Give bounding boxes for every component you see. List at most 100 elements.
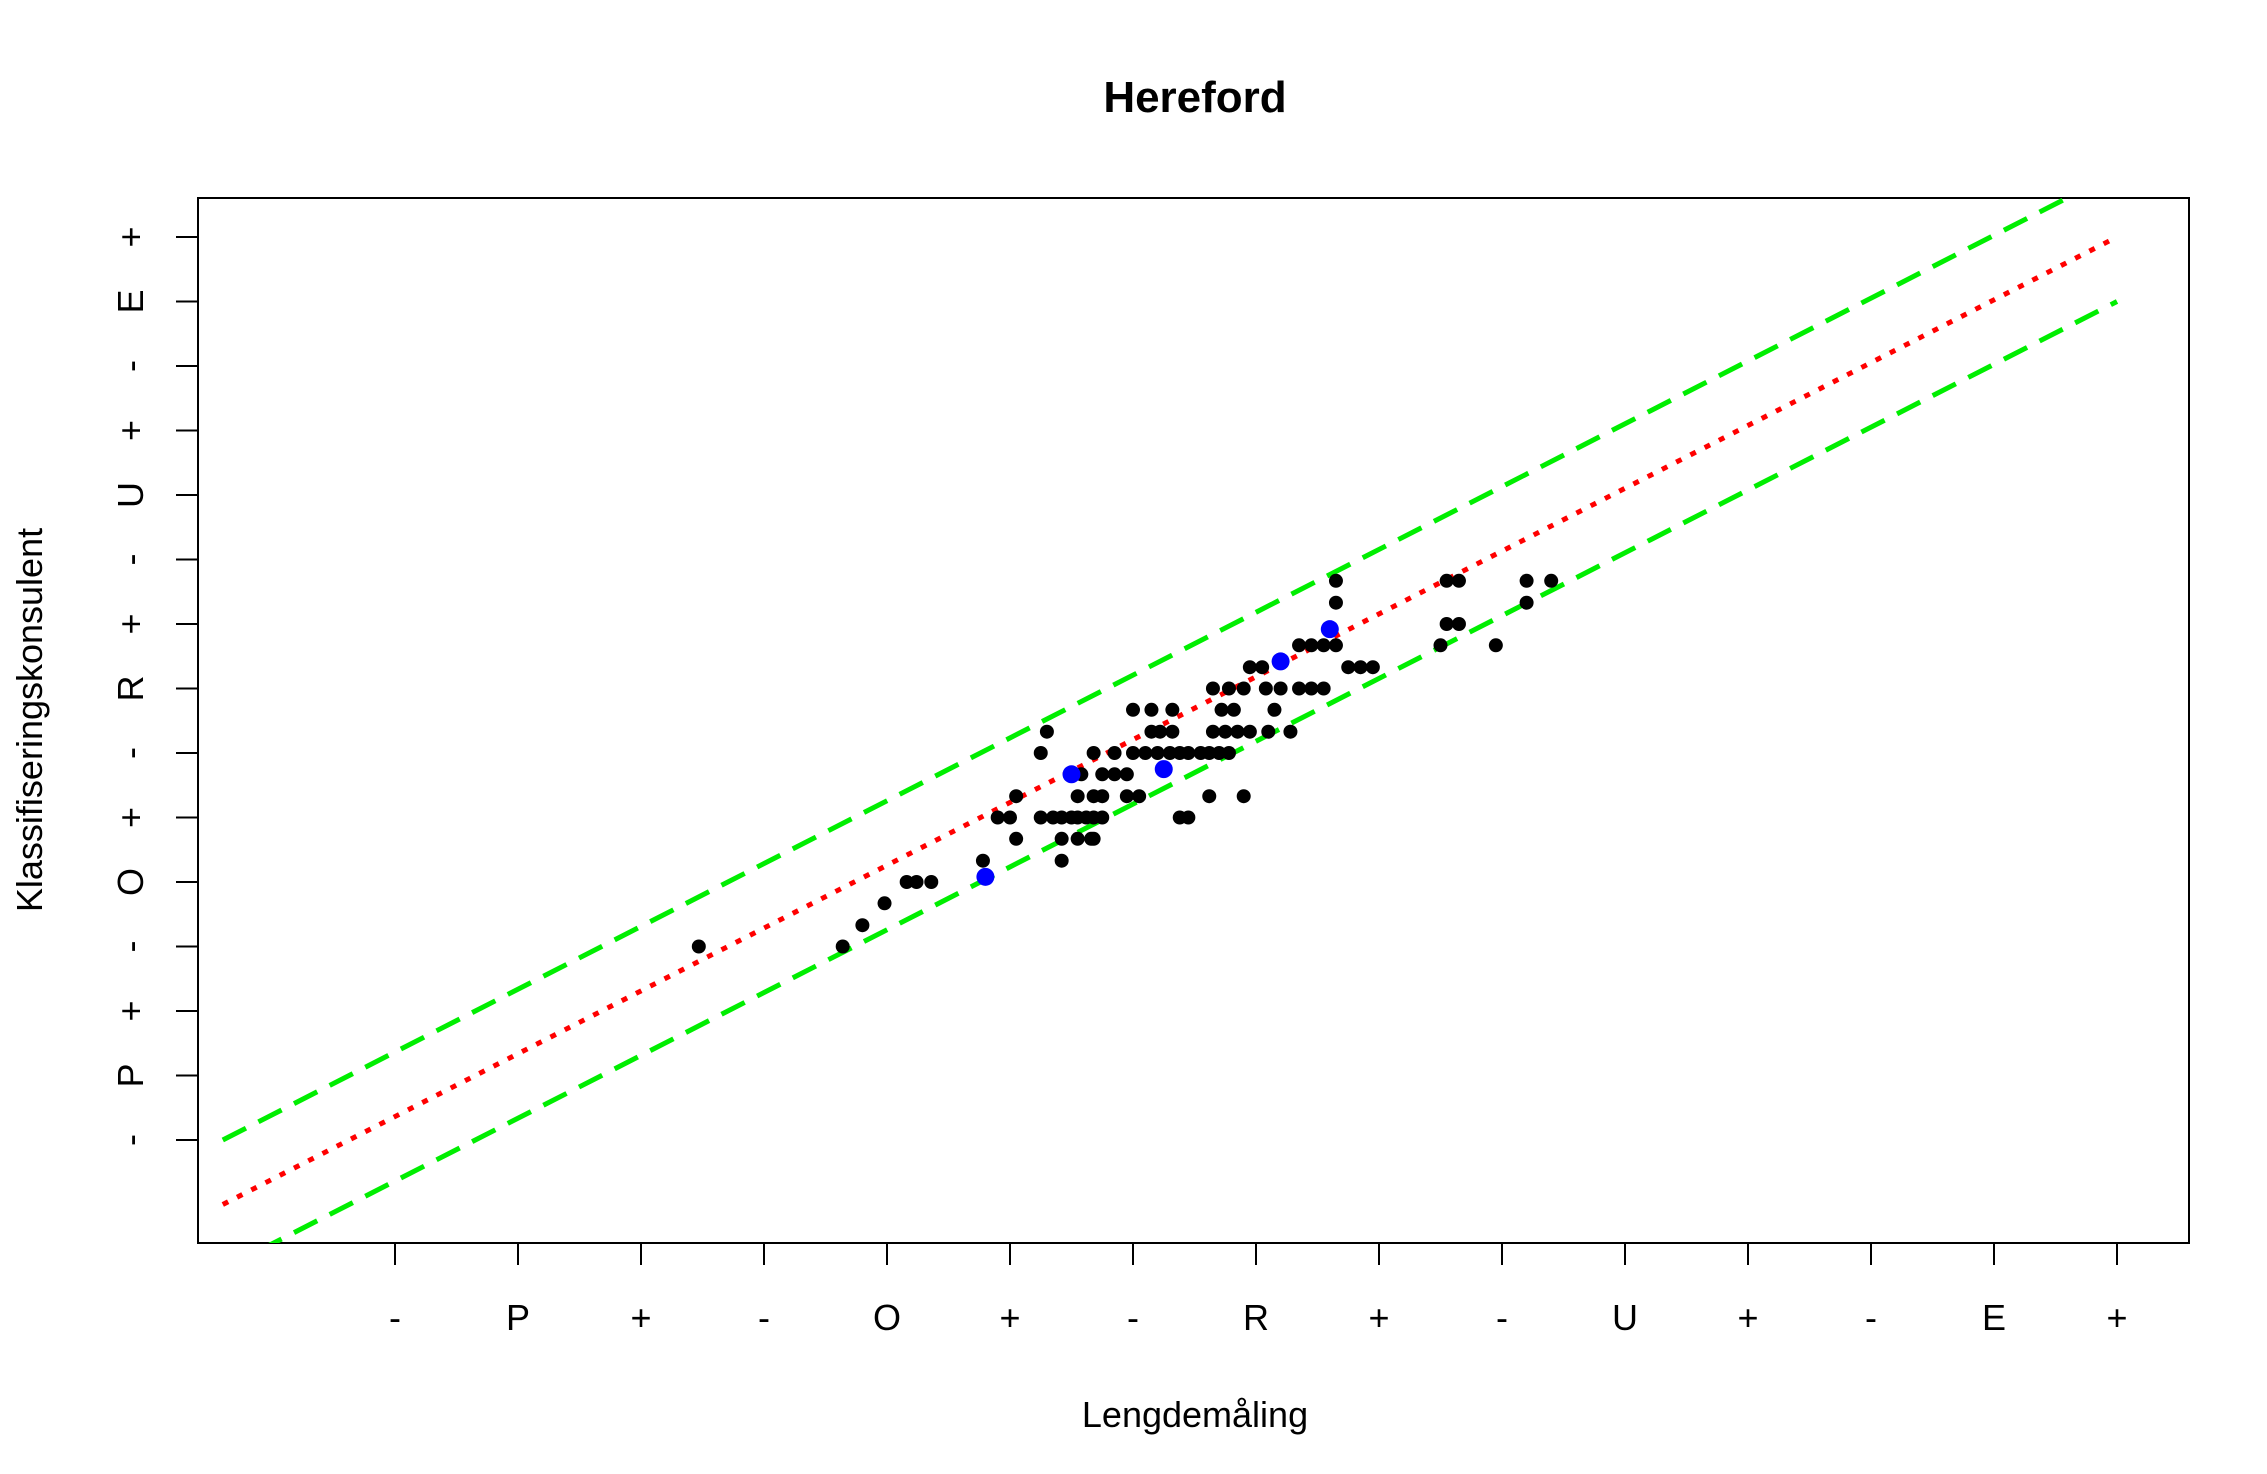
- data-point-32: [1119, 767, 1134, 782]
- y-tick-label-8: +: [110, 613, 151, 634]
- data-point-7: [975, 853, 990, 868]
- data-point-79: [1316, 638, 1331, 653]
- data-point-13: [1039, 724, 1054, 739]
- data-point-26: [1070, 789, 1085, 804]
- data-point-47: [1162, 746, 1177, 760]
- x-tick-label-6: -: [1127, 1297, 1139, 1338]
- data-point-42: [1144, 702, 1159, 717]
- y-tick-label-12: -: [110, 360, 151, 372]
- data-point-52: [1212, 746, 1227, 760]
- data-point-83: [1365, 660, 1380, 675]
- data-point-16: [1054, 810, 1069, 825]
- data-point-28: [1095, 789, 1110, 804]
- data-point-3: [877, 896, 892, 911]
- x-tick-label-13: E: [1982, 1297, 2006, 1338]
- data-point-14: [1033, 810, 1048, 825]
- y-tick-label-1: P: [110, 1063, 151, 1087]
- data-point-75: [1304, 681, 1319, 696]
- data-point-21: [1095, 810, 1110, 825]
- data-point-64: [1221, 681, 1236, 696]
- x-tick-label-10: U: [1612, 1297, 1638, 1338]
- data-point-40: [1153, 724, 1168, 739]
- data-point-76: [1316, 681, 1331, 696]
- highlight-point-2: [1154, 760, 1173, 779]
- data-point-37: [1132, 789, 1147, 804]
- y-tick-label-5: +: [110, 807, 151, 828]
- y-axis-label: Klassifiseringskonsulent: [9, 528, 50, 912]
- highlight-point-3: [1271, 652, 1290, 671]
- data-point-56: [1236, 789, 1251, 804]
- data-point-66: [1242, 660, 1257, 675]
- data-point-46: [1150, 746, 1165, 760]
- data-point-8: [990, 810, 1005, 825]
- y-tick-label-4: O: [110, 868, 151, 896]
- y-tick-label-3: -: [110, 941, 151, 953]
- data-point-90: [1433, 638, 1448, 653]
- data-point-87: [1451, 573, 1466, 588]
- highlight-point-1: [1062, 765, 1081, 784]
- data-point-5: [909, 875, 924, 889]
- data-point-9: [1003, 810, 1017, 825]
- data-point-4: [899, 875, 914, 889]
- identity-line: [221, 234, 2119, 1207]
- data-point-89: [1451, 617, 1466, 631]
- y-tick-label-0: -: [110, 1134, 151, 1146]
- data-point-69: [1267, 702, 1282, 717]
- data-point-84: [1328, 595, 1343, 610]
- x-tick-label-4: O: [873, 1297, 901, 1338]
- data-points: [691, 573, 1559, 954]
- data-point-59: [1230, 724, 1245, 739]
- x-tick-label-0: -: [389, 1297, 401, 1338]
- x-tick-label-11: +: [1737, 1297, 1758, 1338]
- data-point-43: [1165, 702, 1180, 717]
- y-tick-label-7: R: [110, 676, 151, 702]
- data-point-11: [1009, 831, 1024, 846]
- data-point-82: [1353, 660, 1368, 675]
- y-tick-label-10: U: [110, 482, 151, 508]
- data-point-34: [1107, 746, 1122, 760]
- y-tick-label-2: +: [110, 1000, 151, 1021]
- data-point-86: [1439, 573, 1454, 588]
- data-point-81: [1341, 660, 1356, 675]
- data-point-1: [835, 939, 850, 954]
- data-point-68: [1221, 746, 1236, 760]
- data-point-41: [1165, 724, 1180, 739]
- data-point-94: [1544, 573, 1559, 588]
- data-point-49: [1181, 746, 1196, 760]
- highlight-point-0: [976, 867, 995, 886]
- data-point-57: [1205, 724, 1220, 739]
- y-tick-label-11: +: [110, 420, 151, 441]
- data-point-45: [1138, 746, 1153, 760]
- data-point-58: [1218, 724, 1233, 739]
- data-point-88: [1439, 617, 1454, 631]
- x-tick-label-1: P: [506, 1297, 530, 1338]
- data-point-30: [1095, 767, 1110, 782]
- plot-frame: [197, 197, 2190, 1244]
- data-point-33: [1086, 746, 1101, 760]
- data-point-63: [1205, 681, 1220, 696]
- data-point-78: [1304, 638, 1319, 653]
- data-point-91: [1488, 638, 1503, 653]
- data-point-61: [1214, 702, 1229, 717]
- tolerance-line-2: [268, 299, 2119, 1243]
- y-axis: - P + - O + - R + - U + - E +: [110, 226, 198, 1146]
- data-point-55: [1202, 789, 1217, 804]
- y-tick-label-14: +: [110, 226, 151, 247]
- data-point-85: [1328, 573, 1343, 588]
- data-point-92: [1519, 595, 1534, 610]
- data-point-35: [1086, 831, 1101, 846]
- x-tick-label-7: R: [1243, 1297, 1269, 1338]
- data-point-80: [1328, 638, 1343, 653]
- highlight-point-4: [1320, 620, 1339, 639]
- data-point-65: [1236, 681, 1251, 696]
- x-tick-label-5: +: [999, 1297, 1020, 1338]
- data-point-2: [855, 918, 870, 933]
- data-point-44: [1126, 746, 1140, 760]
- data-point-60: [1242, 724, 1257, 739]
- data-point-22: [1054, 831, 1069, 846]
- x-tick-label-8: +: [1368, 1297, 1389, 1338]
- data-point-36: [1119, 789, 1134, 804]
- data-point-73: [1273, 681, 1288, 696]
- y-tick-label-6: -: [110, 747, 151, 759]
